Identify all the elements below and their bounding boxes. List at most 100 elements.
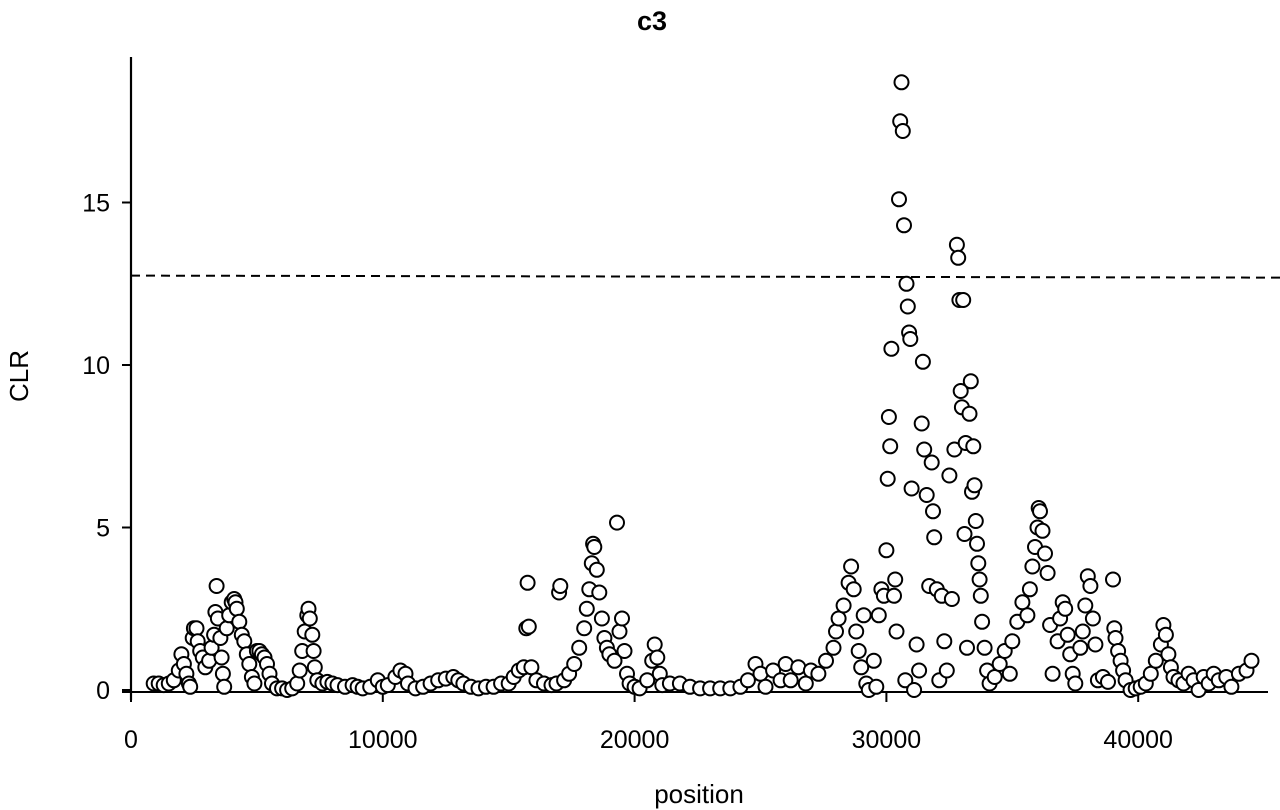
x-ticks: 0 10000 20000 30000 40000 bbox=[124, 692, 1173, 754]
data-point bbox=[523, 659, 540, 676]
data-point bbox=[1057, 600, 1074, 617]
data-point bbox=[865, 652, 882, 669]
x-axis-label: position bbox=[654, 779, 744, 809]
y-axis: 0 5 10 15 bbox=[82, 57, 133, 705]
data-point bbox=[1147, 652, 1164, 669]
data-point bbox=[918, 487, 935, 503]
data-point bbox=[969, 535, 985, 552]
y-ticks: 0 5 10 15 bbox=[82, 190, 131, 705]
data-point bbox=[938, 662, 955, 679]
data-point bbox=[894, 123, 911, 139]
data-point bbox=[1087, 636, 1104, 653]
data-point bbox=[870, 607, 887, 624]
data-point bbox=[887, 571, 904, 588]
data-point bbox=[886, 587, 902, 604]
data-point bbox=[1059, 626, 1076, 643]
data-point bbox=[828, 623, 844, 640]
data-point bbox=[614, 610, 630, 627]
data-point bbox=[593, 610, 610, 627]
data-point bbox=[896, 217, 912, 234]
data-point bbox=[552, 578, 569, 594]
x-tick-label: 40000 bbox=[1103, 726, 1173, 754]
data-point bbox=[797, 675, 814, 692]
data-point bbox=[246, 675, 263, 692]
data-point bbox=[1074, 623, 1091, 640]
data-point bbox=[566, 656, 583, 672]
data-point bbox=[1084, 610, 1101, 627]
data-point bbox=[855, 607, 872, 624]
data-point bbox=[848, 623, 865, 640]
data-point bbox=[1001, 665, 1018, 682]
data-point bbox=[1067, 675, 1084, 692]
data-point bbox=[1072, 639, 1089, 656]
data-point bbox=[818, 652, 834, 669]
data-point bbox=[913, 415, 930, 432]
data-point bbox=[606, 652, 623, 669]
data-point bbox=[616, 643, 633, 659]
data-point bbox=[1044, 665, 1061, 682]
data-points bbox=[145, 74, 1260, 698]
data-point bbox=[578, 600, 595, 617]
data-point bbox=[306, 659, 323, 676]
data-point bbox=[646, 636, 663, 653]
data-point bbox=[882, 438, 899, 455]
data-point bbox=[739, 672, 756, 689]
data-point bbox=[891, 191, 907, 208]
data-point bbox=[231, 613, 248, 630]
data-point bbox=[304, 626, 321, 643]
data-point bbox=[208, 578, 225, 594]
data-point bbox=[911, 662, 928, 679]
data-point bbox=[1037, 545, 1053, 562]
data-point bbox=[955, 292, 972, 308]
data-point bbox=[966, 477, 983, 494]
data-point bbox=[228, 600, 245, 617]
data-point bbox=[1157, 626, 1174, 643]
data-point bbox=[943, 591, 960, 607]
y-tick-label: 0 bbox=[96, 677, 110, 705]
data-point bbox=[899, 298, 916, 315]
data-point bbox=[586, 539, 603, 555]
data-point bbox=[926, 529, 943, 546]
data-point bbox=[241, 656, 258, 672]
data-point bbox=[1034, 522, 1051, 539]
data-point bbox=[1004, 633, 1021, 650]
data-point bbox=[213, 649, 230, 666]
data-point bbox=[879, 470, 896, 487]
data-point bbox=[936, 633, 953, 650]
data-point bbox=[916, 441, 933, 458]
data-point bbox=[950, 249, 967, 266]
data-point bbox=[965, 438, 982, 455]
data-point bbox=[611, 623, 628, 640]
y-tick-label: 10 bbox=[82, 352, 110, 380]
data-point bbox=[880, 409, 897, 425]
x-tick-label: 0 bbox=[124, 726, 138, 754]
data-point bbox=[520, 618, 537, 635]
data-point bbox=[588, 561, 605, 578]
data-point bbox=[971, 571, 988, 588]
data-point bbox=[906, 682, 923, 698]
data-point bbox=[970, 555, 987, 572]
data-point bbox=[941, 467, 958, 484]
data-point bbox=[845, 581, 862, 598]
y-tick-label: 5 bbox=[96, 515, 110, 543]
data-point bbox=[967, 513, 984, 529]
data-point bbox=[188, 620, 205, 637]
y-axis-label: CLR bbox=[4, 350, 34, 402]
data-point bbox=[1082, 578, 1099, 594]
data-point bbox=[1014, 594, 1031, 611]
data-point bbox=[893, 74, 910, 91]
data-point bbox=[1160, 646, 1177, 663]
data-point bbox=[908, 636, 925, 653]
x-axis: 0 10000 20000 30000 40000 bbox=[122, 691, 1268, 754]
data-point bbox=[519, 574, 536, 591]
x-tick-label: 30000 bbox=[852, 726, 922, 754]
data-point bbox=[782, 672, 799, 689]
data-point bbox=[843, 558, 860, 575]
data-point bbox=[216, 678, 233, 695]
data-point bbox=[1107, 630, 1124, 646]
data-point bbox=[878, 542, 895, 559]
data-point bbox=[948, 236, 965, 253]
data-point bbox=[1039, 565, 1056, 581]
y-tick-label: 15 bbox=[82, 190, 110, 218]
data-point bbox=[757, 678, 774, 695]
